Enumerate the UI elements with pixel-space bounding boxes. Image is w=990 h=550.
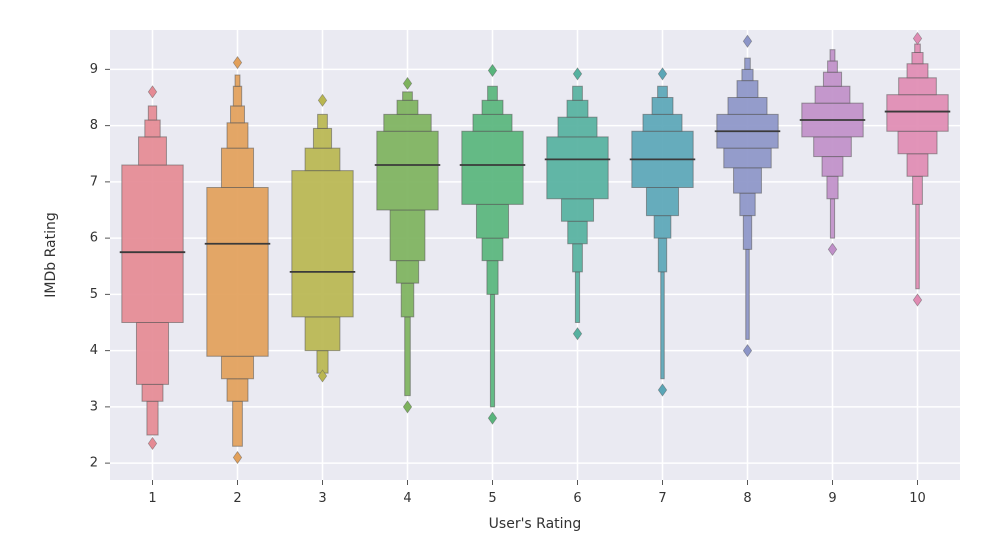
x-tick-label: 6: [573, 491, 581, 506]
x-tick-label: 9: [828, 491, 836, 506]
y-tick-label: 7: [90, 174, 98, 189]
y-tick-label: 8: [90, 118, 98, 133]
x-tick-label: 2: [233, 491, 241, 506]
y-tick-label: 4: [90, 343, 98, 358]
x-axis-label: User's Rating: [489, 516, 582, 532]
y-tick-label: 2: [90, 456, 98, 471]
x-tick-label: 3: [318, 491, 326, 506]
y-tick-label: 3: [90, 399, 98, 414]
y-tick-label: 6: [90, 231, 98, 246]
y-tick-label: 9: [90, 62, 98, 77]
x-tick-label: 4: [403, 491, 411, 506]
chart-container: 2 3 4 5 6 7 8 9 1 2 3 4 5 6 7 8 9 10 User's Rating IMDb Rat…: [0, 0, 990, 550]
x-tick-label: 7: [658, 491, 666, 506]
boxen-chart: 2 3 4 5 6 7 8 9 1 2 3 4 5 6 7 8 9 10 User's Rating IMDb Rat…: [0, 0, 990, 550]
x-tick-label: 10: [909, 491, 926, 506]
x-tick-label: 8: [743, 491, 751, 506]
y-axis-label: IMDb Rating: [43, 212, 59, 297]
x-tick-label: 5: [488, 491, 496, 506]
x-tick-label: 1: [148, 491, 156, 506]
y-tick-label: 5: [90, 287, 98, 302]
